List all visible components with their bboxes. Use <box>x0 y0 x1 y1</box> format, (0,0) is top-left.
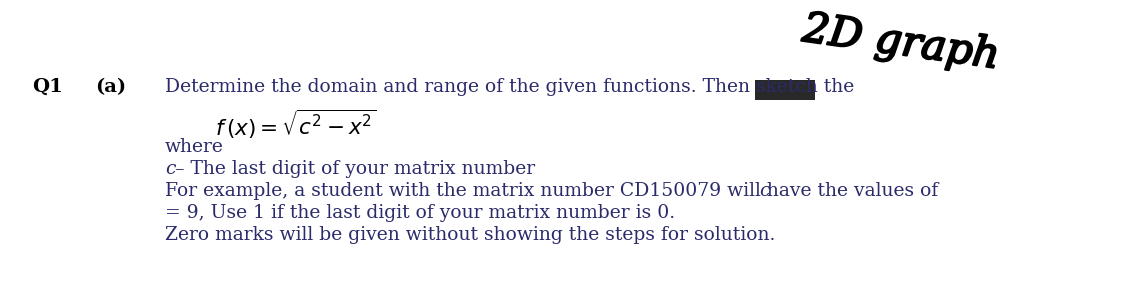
Text: = 9, Use 1 if the last digit of your matrix number is 0.: = 9, Use 1 if the last digit of your mat… <box>165 204 675 222</box>
Text: 2D graph: 2D graph <box>800 8 1002 78</box>
Text: $f\,(x) = \sqrt{c^{2} - x^{2}}$: $f\,(x) = \sqrt{c^{2} - x^{2}}$ <box>215 108 377 141</box>
Text: – The last digit of your matrix number: – The last digit of your matrix number <box>176 160 536 178</box>
Text: c: c <box>759 182 770 200</box>
Bar <box>755 80 814 100</box>
Text: (a): (a) <box>94 78 126 96</box>
Text: For example, a student with the matrix number CD150079 will have the values of: For example, a student with the matrix n… <box>165 182 944 200</box>
Text: Q1: Q1 <box>32 78 63 96</box>
Text: Zero marks will be given without showing the steps for solution.: Zero marks will be given without showing… <box>165 226 775 244</box>
Text: where: where <box>165 138 224 156</box>
Text: c: c <box>165 160 176 178</box>
Text: Determine the domain and range of the given functions. Then sketch the: Determine the domain and range of the gi… <box>165 78 854 96</box>
